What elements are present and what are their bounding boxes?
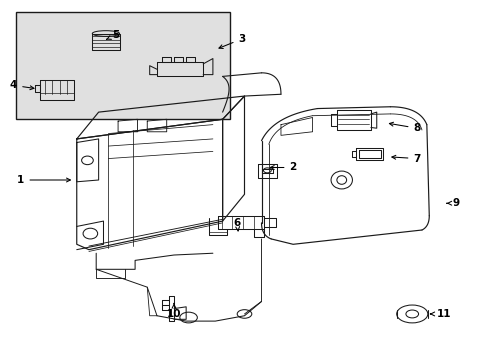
Text: 3: 3 (219, 34, 245, 49)
Text: 1: 1 (17, 175, 70, 185)
Text: 4: 4 (10, 80, 34, 90)
Text: 10: 10 (166, 303, 181, 319)
Text: 6: 6 (233, 218, 240, 231)
Bar (16, 12, 229, 119)
Text: 8: 8 (388, 122, 420, 133)
Text: 9: 9 (446, 198, 459, 208)
Text: 7: 7 (391, 154, 420, 163)
Text: 11: 11 (430, 309, 450, 319)
Text: 5: 5 (106, 30, 119, 40)
Text: 2: 2 (270, 162, 296, 172)
